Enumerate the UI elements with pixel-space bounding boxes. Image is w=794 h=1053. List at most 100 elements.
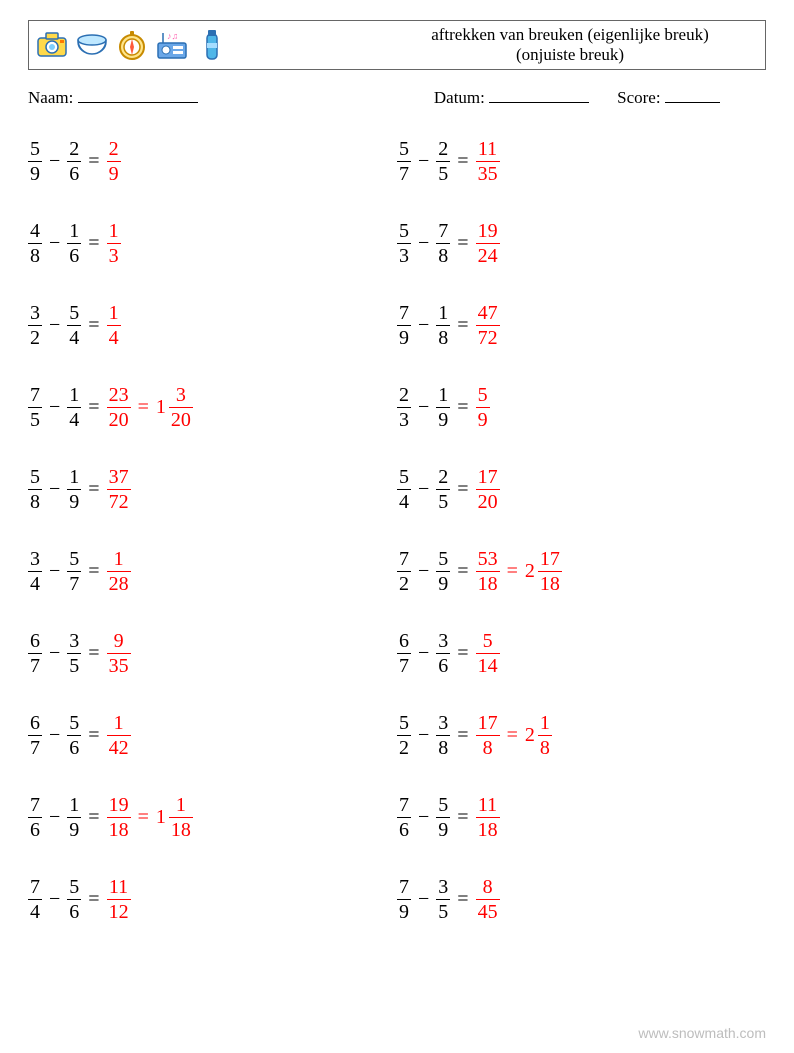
operator: −: [411, 479, 436, 499]
operator: −: [42, 151, 67, 171]
fraction: 14: [107, 303, 121, 348]
score-label: Score:: [617, 88, 660, 107]
fraction: 48: [28, 221, 42, 266]
problem-row: 52−38=178=218: [397, 712, 766, 758]
fraction: 3772: [107, 467, 131, 512]
answer: 142: [107, 713, 131, 758]
fraction: 2320: [107, 385, 131, 430]
radio-icon: ♪♫: [155, 28, 189, 62]
fraction: 14: [67, 385, 81, 430]
fraction: 1135: [476, 139, 500, 184]
answer: 1918=1118: [107, 795, 193, 840]
fraction: 1118: [476, 795, 500, 840]
answer: 1924: [476, 221, 500, 266]
operator: =: [450, 807, 475, 827]
mixed-whole: 1: [156, 807, 169, 827]
mixed-whole: 2: [525, 561, 538, 581]
fraction: 4772: [476, 303, 500, 348]
problem-row: 72−59=5318=21718: [397, 548, 766, 594]
fraction: 514: [476, 631, 500, 676]
operator: −: [411, 233, 436, 253]
problem-row: 54−25=1720: [397, 466, 766, 512]
title-line-2: (onjuiste breuk): [385, 45, 755, 65]
fraction: 35: [67, 631, 81, 676]
fraction: 76: [397, 795, 411, 840]
answer: 1112: [107, 877, 131, 922]
operator: −: [42, 643, 67, 663]
answer: 3772: [107, 467, 131, 512]
operator: =: [450, 725, 475, 745]
problem-row: 57−25=1135: [397, 138, 766, 184]
answer: 13: [107, 221, 121, 266]
fraction: 13: [107, 221, 121, 266]
operator: =: [450, 397, 475, 417]
fraction: 35: [436, 877, 450, 922]
header-icons: ♪♫: [29, 28, 229, 62]
operator: −: [42, 561, 67, 581]
operator: =: [81, 889, 106, 909]
operator: =: [450, 151, 475, 171]
operator: =: [450, 479, 475, 499]
operator: =: [450, 561, 475, 581]
operator: −: [42, 397, 67, 417]
answer: 845: [476, 877, 500, 922]
operator: −: [42, 315, 67, 335]
operator: =: [131, 807, 156, 827]
fraction: 59: [436, 795, 450, 840]
operator: =: [500, 725, 525, 745]
footer-watermark: www.snowmath.com: [638, 1025, 766, 1041]
fraction: 19: [67, 795, 81, 840]
operator: −: [42, 233, 67, 253]
fraction: 52: [397, 713, 411, 758]
answer: 59: [476, 385, 490, 430]
fraction: 29: [107, 139, 121, 184]
problem-row: 23−19=59: [397, 384, 766, 430]
fraction: 74: [28, 877, 42, 922]
fraction: 53: [397, 221, 411, 266]
fraction: 38: [436, 713, 450, 758]
fraction: 58: [28, 467, 42, 512]
fraction: 67: [28, 713, 42, 758]
problem-row: 67−56=142: [28, 712, 397, 758]
operator: −: [411, 643, 436, 663]
fraction: 18: [538, 713, 552, 758]
fraction: 19: [436, 385, 450, 430]
fraction: 18: [436, 303, 450, 348]
answer: 1720: [476, 467, 500, 512]
operator: −: [42, 807, 67, 827]
fraction: 1720: [476, 467, 500, 512]
answer: 4772: [476, 303, 500, 348]
worksheet-title: aftrekken van breuken (eigenlijke breuk)…: [385, 25, 755, 65]
compass-icon: [115, 28, 149, 62]
operator: −: [411, 807, 436, 827]
fraction: 72: [397, 549, 411, 594]
fraction: 54: [67, 303, 81, 348]
problem-row: 32−54=14: [28, 302, 397, 348]
problem-row: 74−56=1112: [28, 876, 397, 922]
fraction: 935: [107, 631, 131, 676]
answer: 178=218: [476, 713, 552, 758]
fraction: 1924: [476, 221, 500, 266]
problems-area: 59−26=2948−16=1332−54=1475−14=2320=13205…: [28, 138, 766, 922]
operator: −: [411, 725, 436, 745]
problem-row: 79−35=845: [397, 876, 766, 922]
operator: =: [81, 151, 106, 171]
operator: −: [411, 889, 436, 909]
fraction: 78: [436, 221, 450, 266]
operator: =: [500, 561, 525, 581]
operator: =: [81, 725, 106, 745]
fraction: 142: [107, 713, 131, 758]
thermos-icon: [195, 28, 229, 62]
operator: −: [42, 479, 67, 499]
fraction: 34: [28, 549, 42, 594]
camera-icon: [35, 28, 69, 62]
operator: =: [131, 397, 156, 417]
problem-row: 48−16=13: [28, 220, 397, 266]
answer: 514: [476, 631, 500, 676]
fraction: 5318: [476, 549, 500, 594]
fraction: 32: [28, 303, 42, 348]
fraction: 128: [107, 549, 131, 594]
svg-text:♪♫: ♪♫: [167, 31, 178, 41]
problem-row: 67−35=935: [28, 630, 397, 676]
name-label: Naam:: [28, 88, 73, 107]
